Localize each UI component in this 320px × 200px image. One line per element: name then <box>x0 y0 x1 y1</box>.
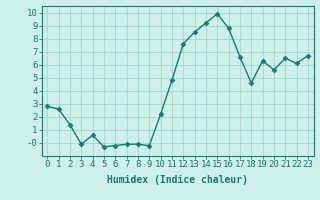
X-axis label: Humidex (Indice chaleur): Humidex (Indice chaleur) <box>107 175 248 185</box>
